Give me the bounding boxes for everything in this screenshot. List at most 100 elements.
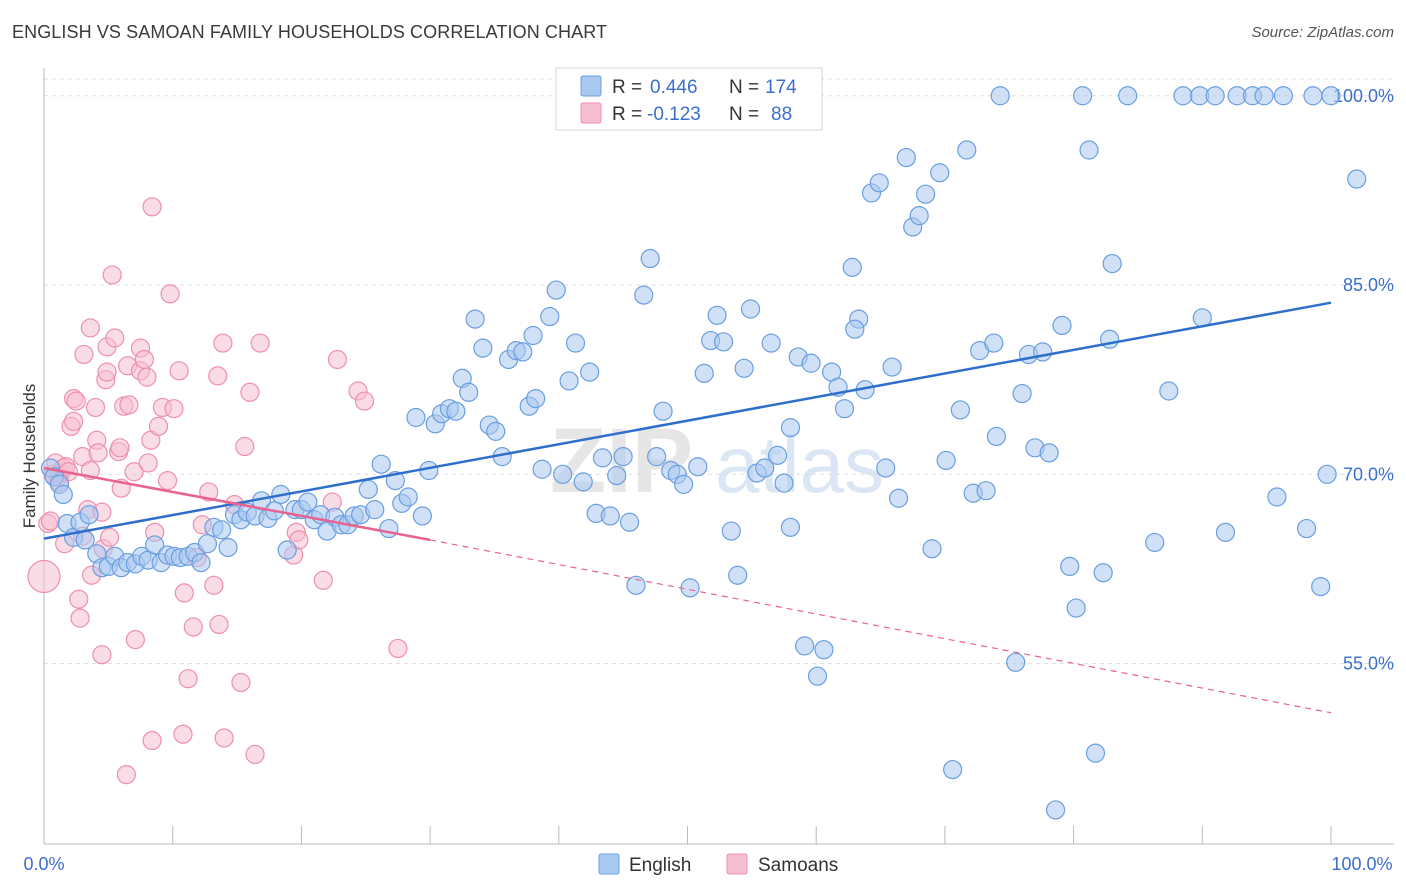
english-point <box>1159 381 1179 401</box>
samoan-point <box>148 416 169 436</box>
samoan-point <box>213 333 233 353</box>
english-point <box>1012 383 1032 404</box>
english-point <box>406 407 426 428</box>
english-point <box>526 388 546 409</box>
english-point <box>774 473 794 493</box>
samoan-point <box>354 391 375 411</box>
samoan-point <box>235 436 255 457</box>
english-point <box>540 306 560 327</box>
samoan-r-label: R = <box>612 104 642 125</box>
samoan-point <box>119 395 139 415</box>
english-point <box>1296 518 1317 539</box>
samoan-point <box>74 344 94 365</box>
y-tick-label: 55.0% <box>1343 654 1394 674</box>
english-point <box>1205 86 1225 106</box>
english-point <box>1006 652 1026 672</box>
english-point <box>767 445 788 465</box>
y-tick-label: 100.0% <box>1333 86 1394 106</box>
samoan-swatch <box>580 102 602 124</box>
samoan-point <box>174 583 194 603</box>
samoan-point <box>27 559 61 594</box>
english-trend-line <box>43 301 1332 540</box>
english-point <box>191 553 211 573</box>
english-point <box>592 448 613 468</box>
english-r-label: R = <box>612 77 642 98</box>
english-point <box>688 457 708 477</box>
samoan-point <box>173 724 193 744</box>
english-point <box>976 481 996 501</box>
english-point <box>573 472 593 492</box>
english-point <box>1066 598 1086 618</box>
english-point <box>801 353 821 373</box>
english-point <box>882 357 902 377</box>
english-n-label: N = <box>729 77 759 98</box>
samoan-trend-extension <box>429 539 1332 714</box>
english-point <box>1102 253 1122 274</box>
samoan-point <box>142 197 162 217</box>
english-point <box>379 518 399 539</box>
samoan-point <box>137 367 157 387</box>
samoan-point <box>69 589 89 609</box>
english-point <box>546 280 566 300</box>
samoan-point <box>134 349 154 370</box>
samoan-point <box>138 453 158 473</box>
english-point <box>412 506 432 526</box>
samoan-point <box>100 527 120 547</box>
english-point <box>721 521 741 541</box>
english-point <box>53 484 73 505</box>
english-point <box>1093 563 1113 583</box>
english-point <box>755 458 775 478</box>
samoan-point <box>116 765 136 785</box>
english-point <box>674 474 694 494</box>
english-point <box>1079 140 1099 160</box>
samoan-n-value: 88 <box>771 104 792 125</box>
english-point <box>640 248 660 269</box>
source-label: Source: ZipAtlas.com <box>1251 24 1394 41</box>
english-point <box>1052 315 1072 336</box>
legend-english-swatch <box>598 853 620 875</box>
english-point <box>876 458 896 478</box>
english-point <box>1317 464 1337 484</box>
english-point <box>842 257 862 277</box>
english-point <box>145 535 165 555</box>
stats-legend: R = 0.446 N = 174 R = -0.123 N = 88 <box>555 67 823 131</box>
watermark-atlas: atlas <box>715 420 884 509</box>
english-point <box>1118 86 1138 106</box>
english-point <box>950 400 970 420</box>
samoan-point <box>110 438 130 458</box>
english-point <box>647 447 667 467</box>
english-point <box>532 459 552 479</box>
legend-samoans-label: Samoans <box>758 855 838 876</box>
english-point <box>1045 800 1066 820</box>
english-point <box>1060 556 1080 577</box>
english-point <box>523 325 543 346</box>
y-tick-label: 70.0% <box>1343 464 1394 484</box>
english-point <box>298 492 318 512</box>
english-point <box>398 487 418 507</box>
english-point <box>734 358 754 378</box>
samoan-point <box>208 366 228 386</box>
english-point <box>565 333 586 353</box>
english-point <box>814 640 834 660</box>
english-point <box>653 401 673 421</box>
samoan-point <box>124 462 144 482</box>
samoan-point <box>204 575 224 595</box>
samoan-trend-line <box>43 466 431 542</box>
english-point <box>1085 743 1106 763</box>
trend-lines <box>43 301 1332 714</box>
english-point <box>740 299 761 319</box>
english-point <box>553 464 573 484</box>
chart-title: ENGLISH VS SAMOAN FAMILY HOUSEHOLDS CORR… <box>12 22 608 42</box>
english-point <box>486 421 506 441</box>
english-point <box>896 147 916 168</box>
samoan-point <box>199 482 219 502</box>
samoan-point <box>102 265 122 285</box>
english-point <box>909 206 929 226</box>
samoan-point <box>164 399 184 419</box>
english-point <box>707 305 727 325</box>
english-point <box>807 666 828 686</box>
english-point <box>680 578 700 598</box>
samoan-point <box>160 284 180 304</box>
x-tick-label-max: 100.0% <box>1331 854 1392 874</box>
